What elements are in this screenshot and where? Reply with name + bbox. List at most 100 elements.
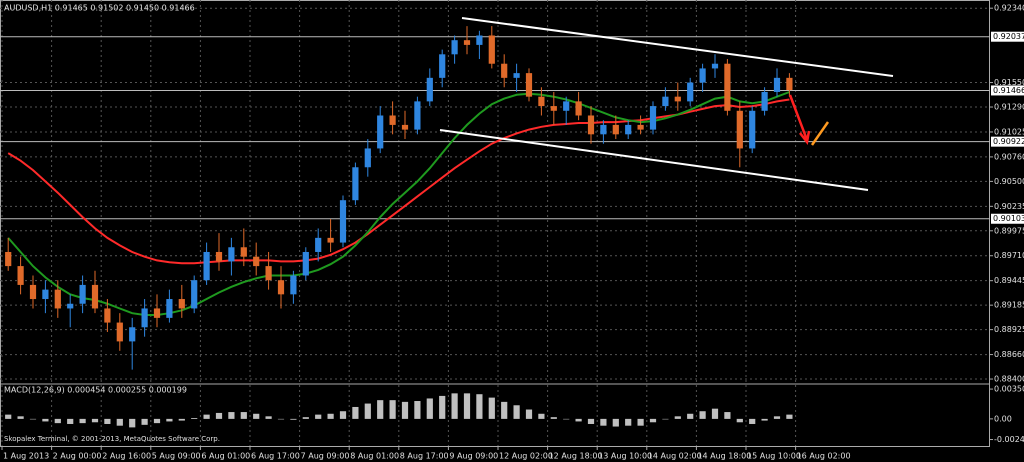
macd-bar bbox=[773, 416, 781, 419]
candle-body bbox=[699, 68, 706, 83]
y-tick-label: 0.91025 bbox=[994, 127, 1024, 136]
macd-bar bbox=[116, 418, 123, 426]
macd-bar bbox=[327, 413, 334, 419]
arrow-down bbox=[788, 94, 811, 145]
macd-bar bbox=[191, 418, 198, 419]
candle-body bbox=[377, 115, 384, 149]
x-tick-label: 5 Aug 09:00 bbox=[152, 452, 201, 461]
price-label: 0.91466 bbox=[993, 86, 1024, 95]
macd-bar bbox=[290, 418, 297, 420]
candle-body bbox=[240, 247, 247, 257]
candle-body bbox=[302, 251, 309, 276]
y-tick-label: 0.90500 bbox=[994, 177, 1024, 186]
channel-line-upper bbox=[461, 17, 894, 77]
x-tick-label: 6 Aug 01:00 bbox=[201, 452, 250, 461]
candle-body bbox=[662, 96, 669, 107]
candle-body bbox=[451, 40, 458, 55]
macd-y-tick-label: -0.002428 bbox=[994, 435, 1024, 444]
y-tick-label: 0.89710 bbox=[994, 251, 1024, 260]
candle-body bbox=[315, 237, 322, 252]
macd-y-tick-label: 0.003503 bbox=[994, 385, 1024, 394]
y-tick-label: 0.90235 bbox=[994, 202, 1024, 211]
candle-body bbox=[203, 251, 210, 281]
macd-bar bbox=[563, 418, 570, 420]
y-tick-label: 0.92340 bbox=[994, 4, 1024, 13]
candle-body bbox=[587, 115, 595, 135]
candle-body bbox=[389, 115, 396, 125]
candle-body bbox=[563, 101, 570, 111]
candle-body bbox=[724, 63, 731, 111]
moving-average bbox=[7, 98, 790, 265]
candle-body bbox=[637, 124, 644, 130]
x-tick-label: 12 Aug 18:00 bbox=[549, 452, 603, 461]
macd-bar bbox=[240, 412, 247, 419]
y-tick-label: 0.91550 bbox=[994, 78, 1024, 87]
price-label-box bbox=[991, 213, 1024, 224]
x-tick-label: 1 Aug 2013 bbox=[3, 452, 49, 461]
candle-body bbox=[550, 106, 557, 111]
candle-body bbox=[17, 266, 24, 285]
price-label: 0.92037 bbox=[993, 32, 1024, 41]
macd-bar bbox=[166, 418, 173, 422]
y-tick-label: 0.89975 bbox=[994, 226, 1024, 235]
candle-body bbox=[501, 63, 508, 78]
macd-bar bbox=[513, 405, 520, 419]
candle-body bbox=[339, 200, 347, 243]
candle-body bbox=[116, 322, 123, 342]
x-tick-label: 8 Aug 17:00 bbox=[400, 452, 449, 461]
candle-body bbox=[215, 251, 223, 262]
candle-body bbox=[761, 91, 768, 111]
x-tick-label: 9 Aug 09:00 bbox=[449, 452, 498, 461]
macd-bar bbox=[91, 418, 99, 423]
macd-bar bbox=[786, 414, 793, 419]
macd-bar bbox=[17, 416, 24, 419]
macd-bar bbox=[153, 418, 161, 424]
macd-bar bbox=[525, 409, 533, 419]
copyright: Skopalex Terminal, © 2001-2013, MetaQuot… bbox=[4, 435, 220, 443]
macd-bar bbox=[674, 416, 681, 419]
candle-body bbox=[488, 35, 495, 64]
price-label-box bbox=[991, 85, 1024, 96]
macd-bar bbox=[612, 418, 619, 427]
candle-body bbox=[54, 289, 61, 309]
candle-body bbox=[649, 106, 657, 130]
candle-body bbox=[67, 303, 74, 309]
x-tick-label: 7 Aug 09:00 bbox=[301, 452, 350, 461]
grid-layer bbox=[0, 0, 990, 446]
candle-body bbox=[253, 256, 260, 267]
macd-bar bbox=[54, 418, 61, 424]
candle-body bbox=[612, 124, 619, 135]
macd-bar bbox=[178, 418, 185, 421]
moving-average bbox=[7, 91, 790, 316]
y-tick-label: 0.89445 bbox=[994, 276, 1024, 285]
candle-body bbox=[414, 101, 421, 130]
macd-bar bbox=[538, 413, 545, 419]
macd-bar bbox=[736, 418, 743, 423]
x-tick-label: 14 Aug 18:00 bbox=[697, 452, 751, 461]
candle-body bbox=[538, 96, 545, 107]
candle-body bbox=[625, 124, 632, 135]
candle-body bbox=[600, 124, 607, 135]
candle-body bbox=[426, 77, 433, 102]
x-tick-label: 2 Aug 00:00 bbox=[53, 452, 102, 461]
candle-body bbox=[42, 289, 49, 300]
macd-bar bbox=[550, 417, 557, 419]
candle-body bbox=[786, 77, 793, 91]
macd-bar bbox=[253, 413, 260, 419]
x-tick-label: 6 Aug 17:00 bbox=[251, 452, 300, 461]
macd-bar bbox=[104, 418, 111, 424]
macd-bar bbox=[377, 400, 384, 419]
candle-body bbox=[401, 124, 409, 130]
candle-body bbox=[575, 101, 582, 116]
y-tick-label: 0.88400 bbox=[994, 375, 1024, 384]
macd-bar bbox=[711, 408, 719, 419]
candle-body bbox=[674, 96, 681, 102]
macd-bar bbox=[129, 418, 136, 428]
arrow-up bbox=[810, 121, 830, 146]
candle-body bbox=[191, 280, 198, 309]
macd-bar bbox=[426, 398, 433, 419]
macd-bar bbox=[302, 417, 309, 419]
macd-bar bbox=[42, 418, 49, 422]
macd-bar bbox=[364, 403, 371, 419]
candle-body bbox=[141, 308, 148, 328]
